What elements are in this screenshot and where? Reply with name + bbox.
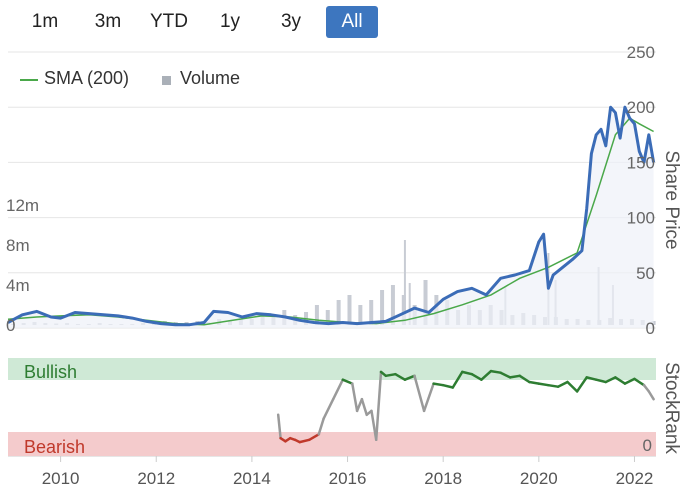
volume-bar — [336, 300, 341, 325]
volume-spike-bar — [408, 283, 411, 325]
volume-axis-tick-label: 12m — [6, 196, 39, 215]
stockrank-segment — [537, 382, 550, 387]
volume-bar — [423, 280, 428, 325]
stockrank-segment — [374, 370, 383, 442]
stockrank-segment — [489, 369, 502, 374]
bullish-band-label: Bullish — [24, 362, 77, 382]
stockrank-segment — [508, 374, 521, 379]
volume-bar — [380, 290, 385, 325]
price-axis-tick-label: 250 — [627, 43, 655, 62]
stockrank-axis-tick-label: 0 — [643, 436, 652, 455]
stockrank-segment — [308, 433, 321, 442]
stockrank-segment — [470, 372, 483, 381]
stockrank-segment — [317, 417, 325, 436]
range-button-1y[interactable]: 1y — [219, 11, 241, 32]
price-axis-tick-label: 150 — [627, 153, 655, 172]
stockrank-segment — [384, 372, 397, 378]
stockrank-segment — [331, 378, 345, 401]
range-selector: 1m 3m YTD 1y 3y All — [0, 2, 400, 42]
stockrank-segment — [604, 376, 617, 384]
range-button-3m[interactable]: 3m — [94, 11, 122, 32]
price-axis-tick-label: 100 — [627, 209, 655, 228]
stockrank-segment — [480, 369, 493, 381]
bullish-band — [8, 358, 656, 380]
stockrank-segment — [441, 383, 455, 389]
volume-axis-tick-label: 4m — [6, 276, 30, 295]
stockrank-segment — [499, 371, 512, 379]
stockrank-segment — [518, 374, 531, 384]
range-button-all[interactable]: All — [326, 6, 378, 38]
stockrank-segment — [355, 397, 364, 413]
range-button-ytd[interactable]: YTD — [150, 11, 188, 32]
stockrank-segment — [556, 380, 569, 388]
stockrank-segment — [276, 413, 282, 440]
stockrank-segment — [360, 397, 368, 417]
price-axis-title: Share Price — [661, 150, 682, 249]
volume-legend-label[interactable]: Volume — [180, 68, 241, 88]
stockrank-segment — [394, 372, 407, 381]
stockrank-segment — [647, 390, 655, 401]
stockrank-segment — [351, 382, 359, 413]
stockrank-segment — [322, 397, 335, 420]
volume-bar — [369, 300, 374, 325]
volume-spike-bar — [403, 240, 406, 325]
stockrank-segment — [585, 376, 598, 381]
volume-axis-tick-label: 8m — [6, 236, 30, 255]
x-axis-tick-label: 2022 — [616, 469, 654, 488]
x-axis-tick-label: 2016 — [329, 469, 367, 488]
volume-bar — [401, 295, 406, 325]
stockrank-segment — [642, 383, 651, 393]
volume-bar — [390, 285, 395, 325]
stockrank-segment — [341, 378, 354, 385]
stockrank-segment — [432, 382, 445, 387]
stockrank-axis-title: StockRank — [661, 362, 682, 454]
x-axis-tick-label: 2010 — [42, 469, 80, 488]
volume-bar — [651, 321, 656, 325]
stockrank-segment — [623, 377, 636, 385]
stockrank-segment — [594, 378, 608, 384]
sma-legend-label[interactable]: SMA (200) — [44, 68, 130, 88]
stockrank-segment — [403, 374, 416, 381]
volume-bar — [358, 305, 363, 325]
stockrank-segment — [298, 438, 311, 444]
stockrank-segment — [614, 376, 627, 385]
x-axis-tick-label: 2014 — [233, 469, 271, 488]
volume-bar — [325, 310, 330, 325]
bearish-band — [8, 432, 656, 456]
x-axis-tick-label: 2020 — [520, 469, 558, 488]
range-button-3y[interactable]: 3y — [280, 11, 302, 32]
range-button-1m[interactable]: 1m — [31, 11, 59, 32]
x-axis-tick-label: 2018 — [424, 469, 462, 488]
price-area-fill — [8, 107, 654, 328]
price-axis-tick-label: 50 — [636, 264, 655, 283]
x-axis-tick-label: 2012 — [137, 469, 175, 488]
stockrank-segment — [566, 380, 579, 393]
volume-bar — [347, 295, 352, 325]
stockrank-segment — [547, 383, 560, 388]
share-price-line — [7, 105, 656, 327]
price-axis-tick-label: 200 — [627, 98, 655, 117]
volume-legend-swatch — [162, 76, 171, 85]
stockrank-segment — [413, 374, 426, 413]
price-axis-tick-label: 0 — [646, 319, 655, 338]
sma-legend-swatch — [20, 79, 38, 81]
volume-axis-tick-label: 0 — [6, 316, 15, 335]
stockrank-segment — [422, 382, 435, 413]
stockrank-segment — [575, 376, 588, 393]
stockrank-segment — [451, 370, 464, 389]
volume-bar — [314, 305, 319, 325]
bearish-band-label: Bearish — [24, 437, 85, 457]
stockrank-segment — [461, 370, 474, 376]
stockrank-segment — [633, 377, 646, 387]
stockrank-segment — [528, 380, 541, 385]
